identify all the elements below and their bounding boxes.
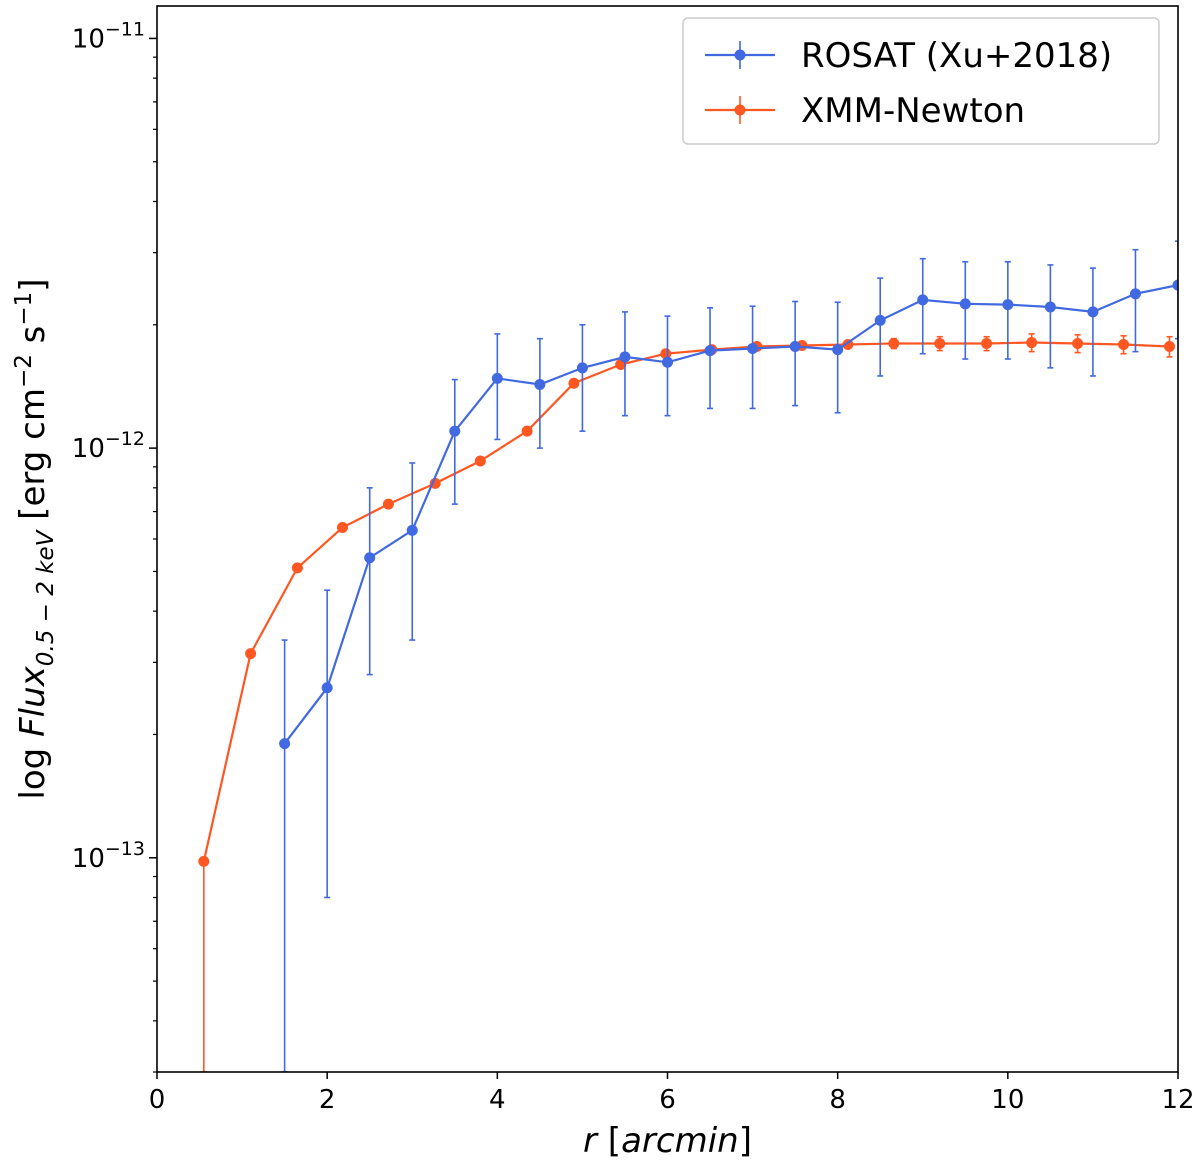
data-point-rosat bbox=[1002, 299, 1014, 311]
y-tick-label: 10−12 bbox=[72, 428, 145, 464]
legend-label-xmm: XMM-Newton bbox=[801, 91, 1025, 131]
data-point-rosat bbox=[704, 345, 716, 357]
x-tick-label: 8 bbox=[829, 1085, 846, 1115]
data-point-rosat bbox=[576, 362, 588, 374]
data-point-rosat bbox=[1044, 301, 1056, 313]
data-point-xmm bbox=[981, 338, 993, 350]
axes-frame bbox=[156, 5, 1179, 1073]
series-line-rosat bbox=[283, 284, 1178, 745]
data-point-xmm bbox=[336, 522, 348, 534]
x-tick-label: 2 bbox=[319, 1085, 336, 1115]
series-line-xmm bbox=[202, 341, 1170, 862]
legend-box bbox=[682, 17, 1160, 145]
legend-marker-rosat bbox=[734, 49, 746, 61]
x-tick-label: 10 bbox=[991, 1085, 1024, 1115]
x-label-bracket: [ bbox=[597, 1121, 621, 1161]
y-label-unit: ] bbox=[13, 278, 53, 291]
data-point-rosat bbox=[1129, 288, 1141, 300]
plot-layer bbox=[198, 240, 1178, 1072]
data-point-rosat bbox=[534, 378, 546, 390]
y-tick-base: 10 bbox=[72, 24, 105, 54]
data-point-rosat bbox=[321, 682, 333, 694]
x-tick-label: 0 bbox=[149, 1085, 166, 1115]
data-point-xmm bbox=[474, 455, 486, 467]
plot-area bbox=[198, 240, 1178, 1072]
y-tick-exponent: −12 bbox=[105, 428, 145, 450]
y-label-unit: s bbox=[13, 326, 53, 355]
data-point-xmm bbox=[660, 348, 672, 360]
legend-marker-xmm bbox=[734, 104, 746, 116]
x-tick-label: 12 bbox=[1161, 1085, 1194, 1115]
y-label-exp: −1 bbox=[11, 292, 37, 326]
y-label-sub: 0.5 − 2 keV bbox=[33, 528, 59, 666]
data-point-rosat bbox=[832, 344, 844, 356]
data-point-xmm bbox=[1026, 337, 1038, 349]
x-axis-label: r [arcmin] bbox=[583, 1121, 752, 1161]
data-point-xmm bbox=[382, 498, 394, 510]
data-point-xmm bbox=[568, 377, 580, 389]
y-tick-base: 10 bbox=[72, 434, 105, 464]
data-point-xmm bbox=[521, 425, 533, 437]
x-label-unit: arcmin bbox=[621, 1121, 739, 1161]
data-point-rosat bbox=[917, 294, 929, 306]
data-point-rosat bbox=[279, 738, 291, 750]
y-tick-exponent: −11 bbox=[105, 18, 145, 40]
data-point-xmm bbox=[291, 562, 303, 574]
data-point-rosat bbox=[406, 524, 418, 536]
y-label-exp: −2 bbox=[11, 354, 37, 388]
y-label-log: log bbox=[13, 737, 53, 800]
y-tick-label: 10−13 bbox=[72, 838, 145, 874]
data-point-rosat bbox=[364, 552, 376, 564]
data-point-xmm bbox=[245, 648, 257, 660]
data-point-xmm bbox=[198, 855, 210, 867]
legend: ROSAT (Xu+2018) XMM-Newton bbox=[682, 17, 1160, 145]
data-point-xmm bbox=[888, 338, 900, 350]
data-point-xmm bbox=[1072, 338, 1084, 350]
y-axis-label: log Flux0.5 − 2 keV [erg cm−2 s−1] bbox=[11, 278, 59, 799]
x-tick-label: 6 bbox=[659, 1085, 676, 1115]
legend-label-rosat: ROSAT (Xu+2018) bbox=[801, 36, 1112, 76]
data-point-rosat bbox=[789, 341, 801, 353]
data-point-rosat bbox=[747, 343, 759, 355]
data-point-xmm bbox=[1118, 339, 1130, 351]
data-point-rosat bbox=[491, 372, 503, 384]
series-xmm bbox=[198, 333, 1175, 1072]
y-tick-base: 10 bbox=[72, 844, 105, 874]
data-point-xmm bbox=[934, 338, 946, 350]
y-label-var: Flux bbox=[13, 665, 53, 737]
x-label-bracket: ] bbox=[739, 1121, 752, 1161]
data-point-rosat bbox=[662, 356, 673, 368]
y-label-unit: [erg cm bbox=[13, 388, 53, 531]
data-point-rosat bbox=[959, 298, 971, 310]
x-label-var: r bbox=[583, 1121, 599, 1161]
data-point-rosat bbox=[874, 314, 886, 326]
data-point-xmm bbox=[1163, 341, 1175, 353]
data-point-rosat bbox=[619, 351, 631, 363]
data-point-rosat bbox=[1087, 306, 1099, 318]
x-tick-label: 4 bbox=[489, 1085, 506, 1115]
data-point-rosat bbox=[449, 425, 461, 437]
y-tick-label: 10−11 bbox=[72, 18, 145, 54]
data-point-rosat bbox=[1172, 279, 1178, 291]
series-rosat bbox=[279, 240, 1178, 1072]
y-tick-exponent: −13 bbox=[105, 838, 145, 860]
